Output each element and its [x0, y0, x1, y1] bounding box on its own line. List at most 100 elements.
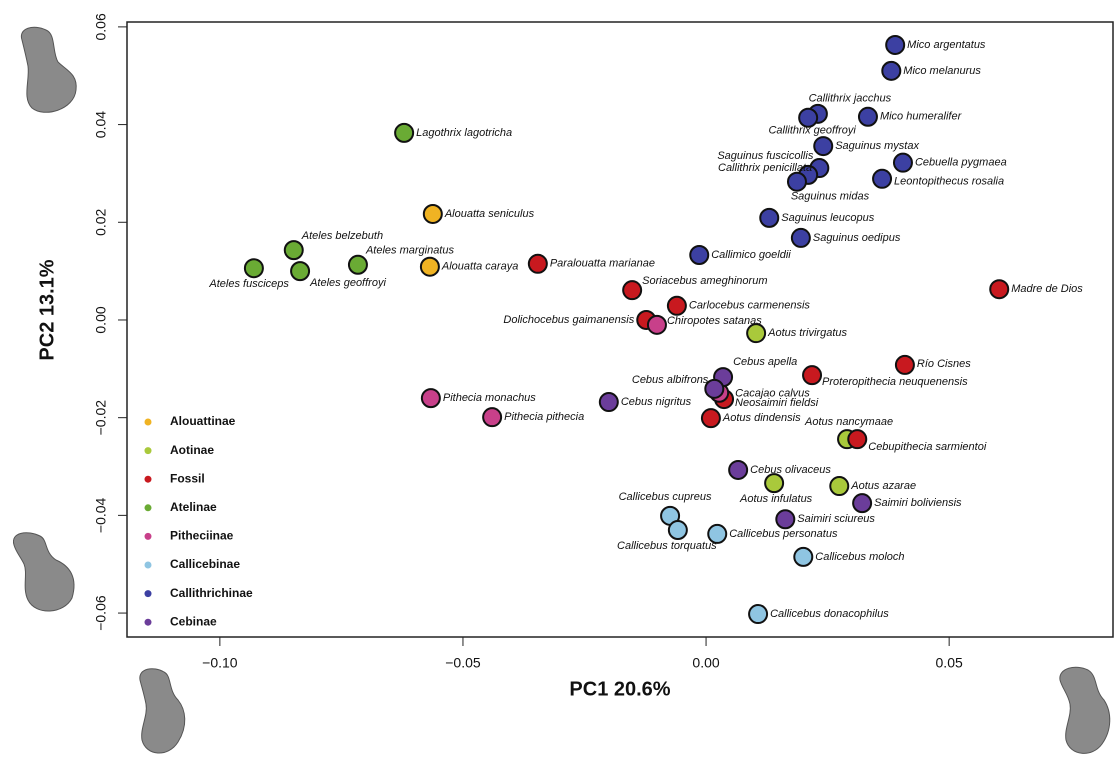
data-point — [623, 281, 641, 299]
data-point — [873, 170, 891, 188]
data-point — [894, 154, 912, 172]
point-label: Alouatta seniculus — [444, 208, 535, 220]
legend-marker — [145, 419, 152, 426]
data-point — [395, 124, 413, 142]
point-label: Pithecia monachus — [443, 392, 536, 404]
data-point — [669, 521, 687, 539]
data-point — [886, 36, 904, 54]
legend-label: Cebinae — [170, 614, 217, 628]
data-point — [291, 262, 309, 280]
bone-icon — [13, 533, 74, 611]
legend-label: Aotinae — [170, 443, 214, 457]
data-point — [776, 510, 794, 528]
data-point — [422, 389, 440, 407]
y-tick-label: −0.02 — [93, 400, 109, 436]
point-label: Callicebus moloch — [815, 551, 904, 563]
point-label: Soriacebus ameghinorum — [642, 275, 767, 287]
point-label: Leontopithecus rosalia — [894, 176, 1004, 188]
legend-marker — [145, 476, 152, 483]
bone-icons — [13, 27, 1109, 753]
point-label: Callithrix jacchus — [809, 93, 892, 105]
point-label: Ateles fusciceps — [208, 278, 289, 290]
y-axis-title: PC2 13.1% — [36, 259, 58, 360]
point-label: Saguinus midas — [791, 191, 870, 203]
point-label: Pithecia pithecia — [504, 411, 584, 423]
data-point — [424, 205, 442, 223]
y-tick-label: −0.04 — [93, 497, 109, 533]
data-point — [600, 393, 618, 411]
point-label: Callicebus personatus — [729, 528, 838, 540]
data-point — [814, 137, 832, 155]
x-tick-label: −0.10 — [202, 655, 238, 671]
data-point — [690, 246, 708, 264]
legend-marker — [145, 619, 152, 626]
legend-marker — [145, 590, 152, 597]
data-point — [245, 259, 263, 277]
y-tick-label: 0.06 — [93, 13, 109, 40]
legend-label: Callicebinae — [170, 557, 240, 571]
data-point — [765, 474, 783, 492]
point-label: Saguinus oedipus — [813, 232, 901, 244]
point-label: Proteropithecia neuquenensis — [822, 376, 968, 388]
point-label: Callicebus cupreus — [619, 491, 712, 503]
legend-marker — [145, 533, 152, 540]
y-tick-label: 0.00 — [93, 306, 109, 333]
point-label: Saguinus fuscicollis — [717, 150, 813, 162]
data-point — [859, 108, 877, 126]
point-label: Aotus nancymaae — [804, 416, 893, 428]
data-point — [529, 255, 547, 273]
point-label: Mico argentatus — [907, 39, 986, 51]
y-tick-label: 0.04 — [93, 111, 109, 138]
point-label: Mico humeralifer — [880, 111, 963, 123]
point-label: Cebus apella — [733, 356, 797, 368]
point-label: Saimiri sciureus — [797, 513, 875, 525]
data-point — [702, 409, 720, 427]
legend-marker — [145, 562, 152, 569]
point-label: Alouatta caraya — [441, 261, 518, 273]
data-point — [648, 316, 666, 334]
data-point — [349, 256, 367, 274]
point-label: Madre de Dios — [1011, 283, 1083, 295]
point-label: Lagothrix lagotricha — [416, 127, 512, 139]
bone-icon — [21, 27, 76, 112]
point-label: Cebus albifrons — [632, 374, 709, 386]
data-point — [760, 209, 778, 227]
legend-label: Atelinae — [170, 500, 217, 514]
data-point — [803, 366, 821, 384]
point-label: Callimico goeldii — [711, 249, 791, 261]
point-label: Cacajao calvus — [735, 388, 810, 400]
data-point — [729, 461, 747, 479]
point-label: Paralouatta marianae — [550, 258, 655, 270]
point-label: Cebuella pygmaea — [915, 157, 1007, 169]
point-label: Dolichocebus gaimanensis — [503, 314, 634, 326]
point-label: Cebus olivaceus — [750, 464, 831, 476]
point-label: Aotus azarae — [850, 480, 916, 492]
point-label: Saimiri boliviensis — [874, 497, 962, 509]
bone-icon — [140, 669, 185, 753]
data-point — [882, 62, 900, 80]
data-point — [896, 356, 914, 374]
data-point — [708, 525, 726, 543]
legend-marker — [145, 504, 152, 511]
legend-marker — [145, 447, 152, 454]
point-label: Ateles belzebuth — [301, 230, 383, 242]
data-point — [285, 241, 303, 259]
point-label: Callicebus donacophilus — [770, 608, 889, 620]
legend-label: Alouattinae — [170, 414, 236, 428]
data-point — [749, 605, 767, 623]
x-tick-label: 0.05 — [936, 655, 963, 671]
data-point — [792, 229, 810, 247]
data-point — [794, 548, 812, 566]
point-label: Aotus infulatus — [739, 493, 813, 505]
data-point — [483, 408, 501, 426]
legend-label: Fossil — [170, 471, 205, 485]
point-label: Cebus nigritus — [621, 396, 692, 408]
point-label: Saguinus mystax — [835, 140, 919, 152]
point-label: Cebupithecia sarmientoi — [868, 441, 987, 453]
point-label: Callithrix geoffroyi — [768, 125, 856, 137]
x-tick-label: 0.00 — [692, 655, 719, 671]
point-label: Mico melanurus — [903, 65, 981, 77]
point-label: Aotus trivirgatus — [767, 327, 847, 339]
data-point — [830, 477, 848, 495]
data-point — [421, 258, 439, 276]
